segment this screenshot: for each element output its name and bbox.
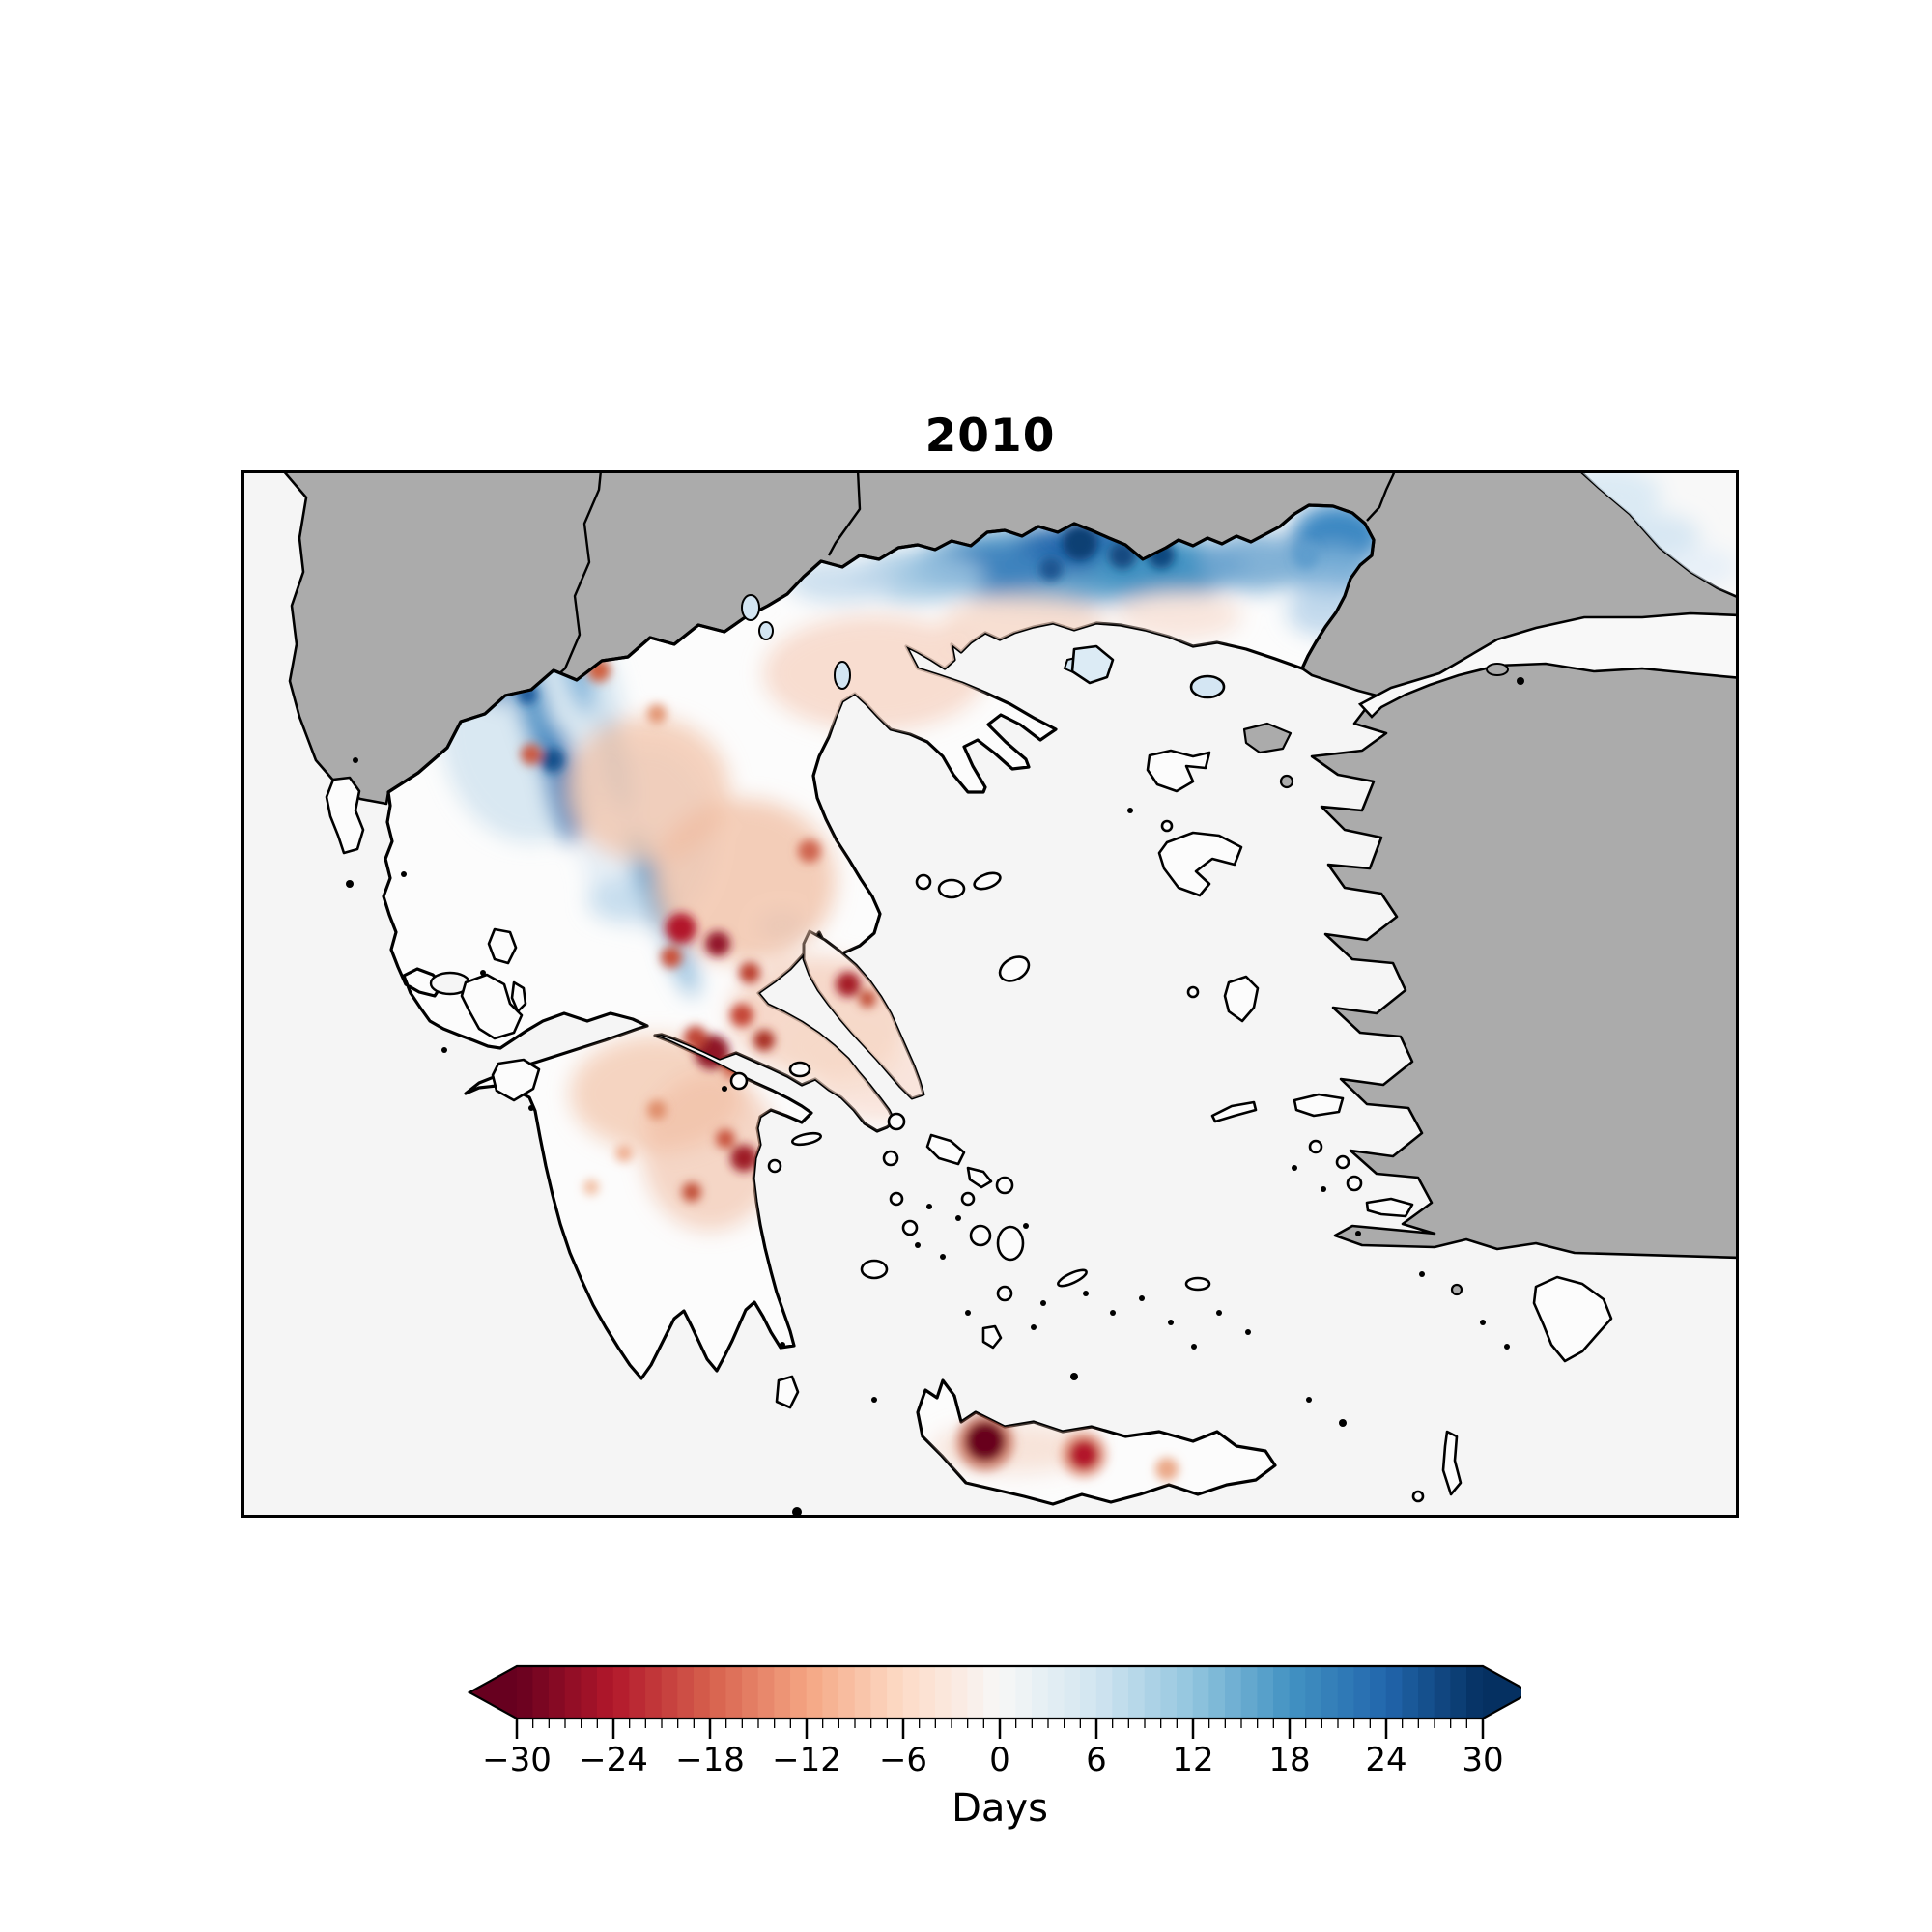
colorbar-extend-max-arrow — [1483, 1666, 1521, 1719]
sea-of-marmara — [1357, 611, 1739, 719]
salamis-island — [788, 1061, 811, 1078]
country-borders — [556, 470, 1397, 676]
karpathos-island — [1441, 1430, 1463, 1496]
skiathos-island — [915, 873, 932, 891]
figure-title: 2010 — [924, 410, 1056, 463]
ithaca-island — [510, 980, 527, 1013]
map-canvas — [242, 470, 1739, 1518]
kalymnos-island — [1346, 1175, 1363, 1192]
colorbar-panel: −30 −24 −18 −12 −6 0 6 12 18 24 30 Days — [440, 1659, 1521, 1852]
samothrace-island — [1189, 674, 1226, 699]
thassos-island — [1070, 644, 1115, 685]
milos-island — [860, 1259, 889, 1280]
anomaly-field — [440, 505, 1374, 1481]
svg-text:24: 24 — [1365, 1741, 1406, 1779]
aegina-island — [729, 1071, 749, 1091]
greek-islands — [325, 644, 1613, 1503]
colorbar-gradient — [516, 1666, 1484, 1719]
map-frame — [242, 470, 1739, 1518]
svg-text:−6: −6 — [879, 1741, 927, 1779]
svg-text:−12: −12 — [772, 1741, 841, 1779]
map-panel — [242, 470, 1739, 1518]
zakynthos-island — [491, 1058, 541, 1102]
kea-island — [887, 1112, 906, 1131]
kos-island — [1365, 1197, 1414, 1218]
coastline-overlay — [387, 503, 1376, 794]
kythira-island — [775, 1375, 800, 1409]
anomaly-spots — [469, 526, 1319, 1481]
paros-island — [969, 1224, 992, 1247]
tinos-island — [966, 1166, 993, 1189]
amorgos-island — [1057, 1268, 1088, 1288]
svg-text:18: 18 — [1268, 1741, 1310, 1779]
skyros-island — [998, 955, 1031, 982]
psara-island — [1186, 985, 1200, 999]
ios-island — [996, 1285, 1013, 1302]
patmos-island — [1308, 1139, 1323, 1154]
alonnisos-island — [973, 871, 1002, 891]
rhodes-island — [1532, 1275, 1613, 1363]
ikaria-island — [1210, 1100, 1258, 1123]
syros-island — [960, 1191, 976, 1207]
andros-island — [925, 1133, 966, 1166]
astypalea-island — [1184, 1276, 1211, 1292]
masked-land-group — [281, 470, 1739, 1296]
sifnos-island — [901, 1219, 919, 1236]
samos-island — [1293, 1093, 1345, 1118]
svg-text:30: 30 — [1462, 1741, 1503, 1779]
colorbar-ticks — [515, 1719, 1485, 1739]
marmara-islands — [1486, 663, 1524, 685]
agios-efstratios-island — [1160, 819, 1174, 833]
islet-dots — [346, 757, 1510, 1517]
turkish-islands — [1242, 722, 1463, 1296]
svg-text:−18: −18 — [675, 1741, 745, 1779]
lefkada-island — [487, 927, 518, 965]
kythnos-island — [882, 1150, 899, 1167]
colorbar-axis-label: Days — [952, 1786, 1048, 1831]
svg-text:0: 0 — [989, 1741, 1010, 1779]
santorini-island — [981, 1324, 1003, 1350]
leros-island — [1335, 1154, 1350, 1170]
colorbar-extend-min-arrow — [469, 1666, 517, 1719]
svg-text:−30: −30 — [482, 1741, 552, 1779]
svg-text:−24: −24 — [579, 1741, 648, 1779]
kefalonia-island — [460, 973, 524, 1040]
hydra-island — [790, 1131, 823, 1147]
mykonos-island — [995, 1176, 1014, 1195]
lemnos-island — [1146, 749, 1211, 793]
kasos-island — [1411, 1490, 1425, 1503]
spetses-island — [767, 1158, 782, 1174]
colorbar-tick-labels: −30 −24 −18 −12 −6 0 6 12 18 24 30 — [482, 1741, 1504, 1779]
colorbar-canvas: −30 −24 −18 −12 −6 0 6 12 18 24 30 Days — [467, 1664, 1521, 1831]
skopelos-island — [937, 878, 966, 899]
svg-text:12: 12 — [1172, 1741, 1213, 1779]
lesbos-island — [1157, 831, 1243, 897]
naxos-island — [996, 1225, 1025, 1262]
serifos-island — [889, 1191, 904, 1207]
corfu-island — [325, 776, 365, 855]
chios-island — [1223, 975, 1260, 1023]
svg-text:6: 6 — [1086, 1741, 1107, 1779]
